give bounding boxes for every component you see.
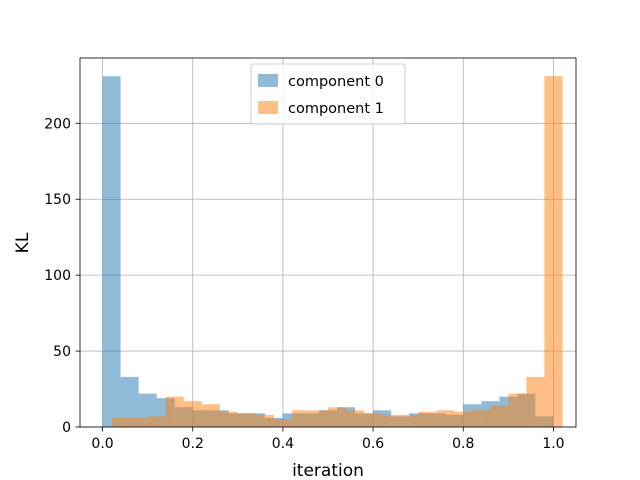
histogram-bar [328, 407, 347, 427]
histogram-bar [291, 410, 310, 427]
histogram-bar [129, 417, 148, 427]
histogram-bar [237, 413, 256, 427]
histogram-bar [273, 419, 292, 427]
histogram-bar [219, 411, 238, 427]
y-tick-label: 200 [44, 116, 71, 132]
histogram-bar [309, 410, 328, 427]
histogram-bar [255, 414, 274, 427]
y-tick-label: 100 [44, 268, 71, 284]
histogram-bar [201, 404, 220, 427]
y-tick-label: 0 [62, 420, 71, 436]
histogram-bar [364, 413, 383, 427]
series-1-bars [111, 76, 563, 427]
histogram-bar [490, 405, 509, 427]
histogram-bar [102, 76, 121, 427]
y-tick-label: 150 [44, 192, 71, 208]
plot-frame [79, 57, 577, 428]
legend-box [250, 63, 406, 125]
histogram-bar [111, 417, 130, 427]
y-tick-label: 50 [53, 344, 71, 360]
histogram-bar [472, 410, 491, 427]
histogram-bar [400, 414, 419, 427]
histogram-bar [120, 376, 139, 427]
histogram-bar [544, 76, 563, 427]
legend: component 0 component 1 [250, 63, 406, 125]
y-axis-ticks: 0 50 100 150 200 [44, 116, 80, 436]
x-tick-label: 0.8 [452, 436, 474, 452]
histogram-bars [102, 76, 563, 427]
x-tick-label: 0.0 [91, 436, 113, 452]
legend-label: component 1 [288, 101, 384, 117]
histogram-bar [183, 401, 202, 427]
x-tick-label: 0.4 [272, 436, 294, 452]
x-tick-label: 0.2 [182, 436, 204, 452]
histogram-bar [382, 414, 401, 427]
histogram-bar [454, 411, 473, 427]
legend-swatch [258, 74, 278, 87]
histogram-bar [165, 396, 184, 427]
histogram-bar [418, 411, 437, 427]
histogram-bar [436, 410, 455, 427]
histogram-bar [526, 376, 545, 427]
histogram-bar [147, 416, 166, 427]
x-tick-label: 0.6 [362, 436, 384, 452]
x-axis-label: iteration [292, 461, 364, 480]
histogram-bar [346, 410, 365, 427]
x-tick-label: 1.0 [542, 436, 564, 452]
y-axis-label: KL [13, 232, 33, 253]
legend-label: component 0 [288, 74, 384, 90]
x-axis-ticks: 0.0 0.2 0.4 0.6 0.8 1.0 [91, 427, 565, 452]
histogram-bar [508, 393, 527, 427]
legend-swatch [258, 101, 278, 114]
